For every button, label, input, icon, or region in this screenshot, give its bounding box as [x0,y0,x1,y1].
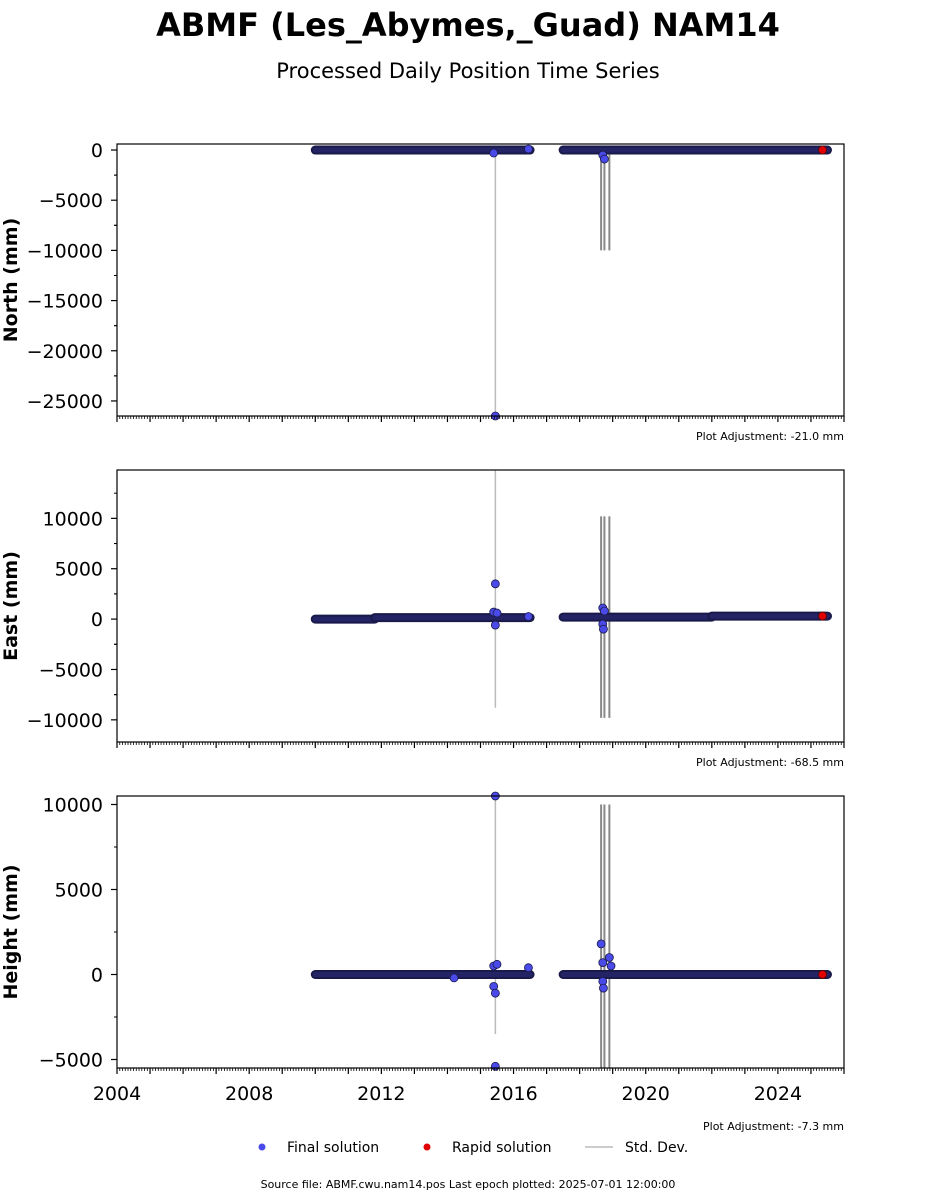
y-tick-label: −25000 [27,391,103,413]
final-point [606,961,616,971]
plot-adjustment-label: Plot Adjustment: -68.5 mm [696,756,844,769]
legend-rapid-marker [423,1143,431,1151]
x-tick-label: 2016 [489,1083,537,1105]
final-point [490,1061,500,1071]
y-axis-label: North (mm) [0,218,22,343]
x-tick-label: 2012 [357,1083,405,1105]
final-point [492,959,502,969]
final-point [492,608,502,618]
final-point [599,624,608,634]
y-tick-label: −5000 [39,659,103,681]
panels: 0 −5000 −10000 −15000 −20000 −25000 North (mm)… [0,140,845,1133]
axes-frame [116,143,845,417]
final-point [489,148,499,158]
legend-std-label: Std. Dev. [625,1140,688,1156]
y-axis-label: East (mm) [0,551,22,661]
final-point [490,988,500,998]
y-tick-label: 0 [91,965,103,987]
legend-rapid-label: Rapid solution [452,1140,552,1156]
y-tick-label: −5000 [39,1050,103,1072]
final-point [600,606,609,616]
plot-adjustment-label: Plot Adjustment: -21.0 mm [696,430,844,443]
legend: Final solution Rapid solution Std. Dev. [258,1140,688,1156]
plot-adjustment-label: Plot Adjustment: -7.3 mm [703,1120,844,1133]
final-point [524,963,533,973]
panel-north: 0 −5000 −10000 −15000 −20000 −25000 North (mm)… [0,140,845,443]
y-tick-label: 5000 [55,559,103,581]
y-tick-label: −10000 [27,240,103,262]
axes-frame [116,795,845,1069]
y-axis-label: Height (mm) [0,864,22,999]
y-tick-label: −20000 [27,341,103,363]
y-tick-label: 10000 [43,508,103,530]
y-tick-label: −15000 [27,291,103,313]
y-tick-label: −5000 [39,190,103,212]
x-tick-label: 2024 [754,1083,802,1105]
final-point [599,983,608,993]
legend-final-label: Final solution [287,1140,379,1156]
rapid-point [818,611,827,621]
final-point [449,973,459,983]
final-point [600,154,609,164]
rapid-point [818,145,827,155]
legend-final-marker [258,1143,266,1151]
panel-east: 10000 5000 0 −5000 −10000 East (mm) Plot Adjus… [0,469,845,769]
y-tick-label: 0 [91,609,103,631]
y-tick-label: 5000 [55,880,103,902]
final-point [598,958,608,967]
final-point [524,144,533,154]
x-tick-label: 2020 [622,1083,670,1105]
y-tick-label: 10000 [43,795,103,817]
final-point [490,620,500,630]
chart-subtitle: Processed Daily Position Time Series [276,59,660,83]
footer-source: Source file: ABMF.cwu.nam14.pos Last epo… [261,1178,676,1191]
final-point [604,953,614,962]
final-point [524,612,533,621]
chart-title: ABMF (Les_Abymes,_Guad) NAM14 [156,6,780,44]
y-tick-label: 0 [91,140,103,162]
final-point [490,579,500,589]
rapid-point [818,970,827,979]
panel-height: 10000 5000 0 −5000 2004 2008 2012 2016 2020 2024 H… [0,791,845,1133]
x-tick-label: 2004 [93,1083,141,1105]
x-tick-label: 2008 [225,1083,273,1105]
y-tick-label: −10000 [27,710,103,732]
final-point [596,939,606,949]
axes-frame [116,469,845,743]
